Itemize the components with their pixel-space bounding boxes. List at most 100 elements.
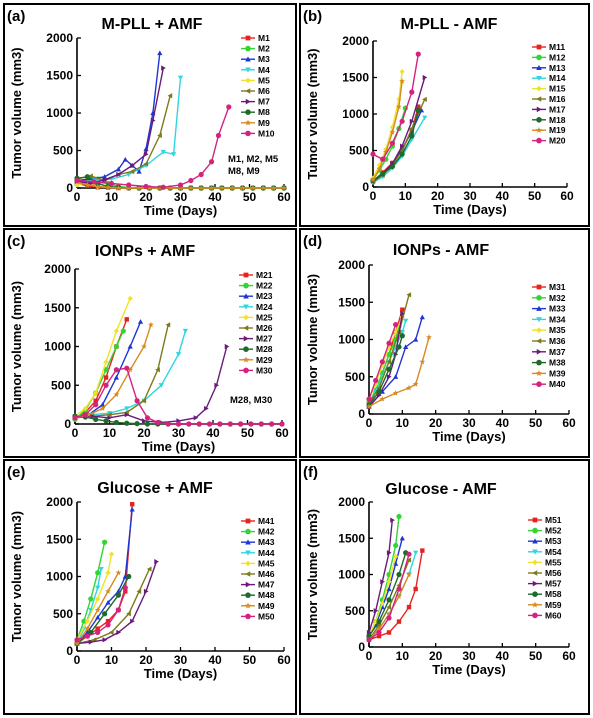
legend-marker: [245, 45, 251, 52]
data-point: [91, 179, 97, 185]
chart-title: Glucose + AMF: [97, 480, 213, 497]
data-point: [126, 611, 131, 617]
annotation-text: M28, M30: [230, 395, 272, 406]
data-point: [198, 171, 204, 178]
data-point: [129, 168, 135, 175]
data-point: [422, 74, 428, 81]
y-tick-label: 0: [358, 640, 365, 654]
data-point: [115, 166, 121, 172]
data-point: [124, 409, 129, 415]
data-point: [393, 542, 399, 549]
data-point: [376, 619, 382, 625]
data-point: [105, 588, 112, 594]
data-point: [218, 184, 225, 191]
legend-label: M5: [258, 75, 270, 85]
x-tick-label: 20: [137, 426, 151, 440]
data-point: [406, 557, 412, 563]
x-tick-label: 30: [174, 190, 188, 204]
legend-marker: [532, 559, 538, 566]
legend-marker: [532, 549, 538, 555]
panel-e-chart: (e) Glucose + AMF 0 10 20 30 40 50 60 0 500 1000 150…: [7, 464, 291, 681]
legend-marker: [532, 580, 538, 587]
data-point: [103, 375, 109, 380]
panel-d-chart: (d) IONPs - AMF 0 10 20 30 40 50 60 0 500 1000 1500 2…: [303, 233, 576, 444]
data-point: [94, 606, 101, 613]
y-tick-label: 1000: [46, 106, 73, 120]
x-tick-label: 0: [366, 416, 373, 430]
data-point: [409, 133, 415, 139]
data-point: [108, 629, 114, 635]
series-line: [74, 319, 128, 419]
legend-marker: [536, 317, 542, 323]
data-point: [386, 374, 392, 380]
y-tick-label: 500: [51, 378, 71, 392]
y-axis-label: Tumor volume (mm3): [9, 281, 24, 412]
data-point: [130, 618, 135, 624]
chart-title: IONPs + AMF: [95, 243, 196, 260]
legend-marker: [245, 528, 251, 535]
legend-marker: [242, 356, 250, 363]
data-point: [106, 412, 112, 418]
data-point: [416, 104, 421, 109]
data-point: [141, 418, 147, 424]
data-point: [186, 421, 192, 427]
legend-marker: [535, 370, 543, 377]
legend-label: M44: [258, 548, 275, 558]
data-point: [157, 50, 163, 56]
data-point: [155, 367, 160, 373]
data-point: [167, 93, 173, 99]
data-point: [82, 412, 88, 418]
legend-label: M15: [549, 84, 566, 94]
legend-label: M10: [258, 128, 275, 138]
series-line: [372, 99, 426, 183]
x-tick-label: 0: [366, 649, 373, 663]
data-point: [144, 415, 151, 421]
x-tick-label: 60: [277, 190, 291, 204]
data-point: [143, 161, 149, 167]
legend-label: M51: [545, 515, 562, 525]
data-point: [420, 548, 425, 553]
series-line: [76, 77, 182, 183]
legend-marker: [536, 65, 542, 71]
data-point: [373, 608, 379, 614]
data-point: [419, 314, 425, 320]
data-point: [90, 413, 95, 419]
x-tick-label: 20: [431, 189, 445, 203]
legend-label: M55: [545, 557, 562, 567]
legend-label: M35: [549, 325, 566, 335]
y-tick-label: 1500: [46, 532, 73, 546]
data-point: [393, 374, 399, 379]
data-point: [270, 184, 277, 191]
data-point: [208, 184, 215, 191]
data-point: [422, 96, 427, 102]
legend-marker: [532, 527, 538, 534]
y-axis-label: Tumor volume (mm3): [305, 509, 320, 640]
x-tick-label: 60: [275, 426, 289, 440]
data-point: [160, 149, 166, 155]
y-tick-label: 1000: [338, 333, 365, 347]
series-M49: [74, 569, 122, 647]
data-point: [206, 421, 213, 427]
legend-marker: [536, 137, 542, 144]
y-axis-label: Tumor volume (mm3): [9, 47, 24, 178]
data-point: [144, 421, 151, 427]
series-M43: [74, 506, 135, 646]
data-point: [392, 390, 399, 396]
x-tick-label: 50: [243, 653, 257, 667]
y-tick-label: 500: [53, 144, 73, 158]
legend-label: M7: [258, 97, 270, 107]
legend-marker: [532, 591, 538, 597]
legend-label: M34: [549, 314, 566, 324]
legend-label: M56: [545, 568, 562, 578]
y-tick-label: 500: [349, 144, 369, 158]
data-point: [113, 391, 120, 398]
data-point: [143, 588, 149, 594]
series-M24: [72, 328, 188, 419]
data-point: [103, 359, 109, 365]
data-point: [160, 184, 166, 190]
legend-label: M57: [545, 579, 562, 589]
data-point: [122, 585, 128, 591]
x-tick-label: 30: [463, 189, 477, 203]
